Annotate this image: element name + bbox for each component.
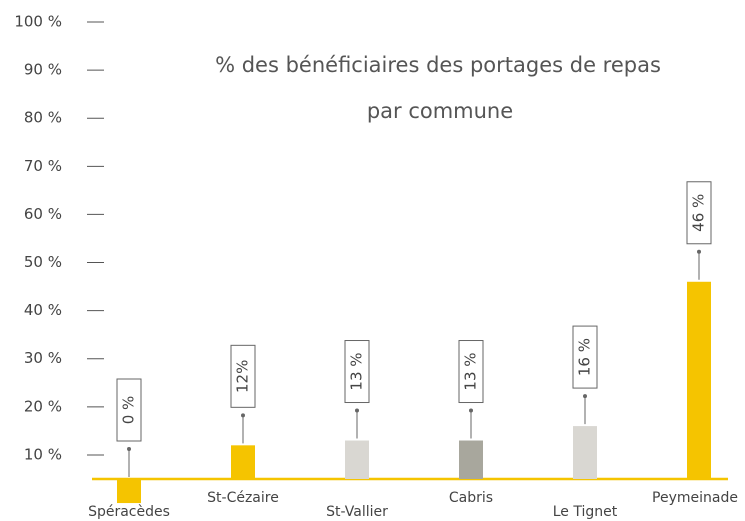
x-tick-label: St-Vallier [326,504,388,520]
y-tick-label: 70 % [24,157,62,175]
chart-title: par commune [367,99,513,123]
label-box [344,340,370,404]
y-tick-label: 10 % [24,445,62,463]
y-tick-label: 50 % [24,253,62,271]
bar [687,281,711,479]
label-box [116,378,142,442]
bar [345,440,369,479]
bar [231,445,255,479]
label-box [572,325,598,389]
value-label: 16 % [576,338,594,376]
label-box [686,181,712,245]
bar [117,479,141,504]
label-dot [355,408,359,413]
value-label: 0 % [120,396,138,425]
x-tick-label: Spéracèdes [88,504,170,520]
y-tick-label: 30 % [24,349,62,367]
x-tick-label: St-Cézaire [207,490,279,506]
x-tick-label: Cabris [449,490,493,506]
x-tick-label: Le Tignet [553,504,618,520]
value-label: 13 % [348,352,366,390]
y-tick-label: 20 % [24,397,62,415]
y-tick-label: 40 % [24,301,62,319]
bar [459,440,483,479]
label-box [458,340,484,404]
label-box [230,344,256,408]
value-label: 46 % [690,194,708,232]
value-label: 13 % [462,352,480,390]
y-tick-label: 80 % [24,109,62,127]
label-dot [127,447,131,451]
value-label: 12% [234,360,252,393]
x-tick-label: Peymeinade [652,490,738,506]
label-dot [469,408,473,413]
label-dot [241,413,245,418]
y-tick-label: 60 % [24,205,62,223]
label-dot [697,249,701,254]
y-tick-label: 90 % [24,61,62,79]
label-dot [583,394,587,399]
y-tick-label: 100 % [14,13,62,31]
chart-title: % des bénéficiaires des portages de repa… [215,53,661,77]
bar [573,426,597,479]
